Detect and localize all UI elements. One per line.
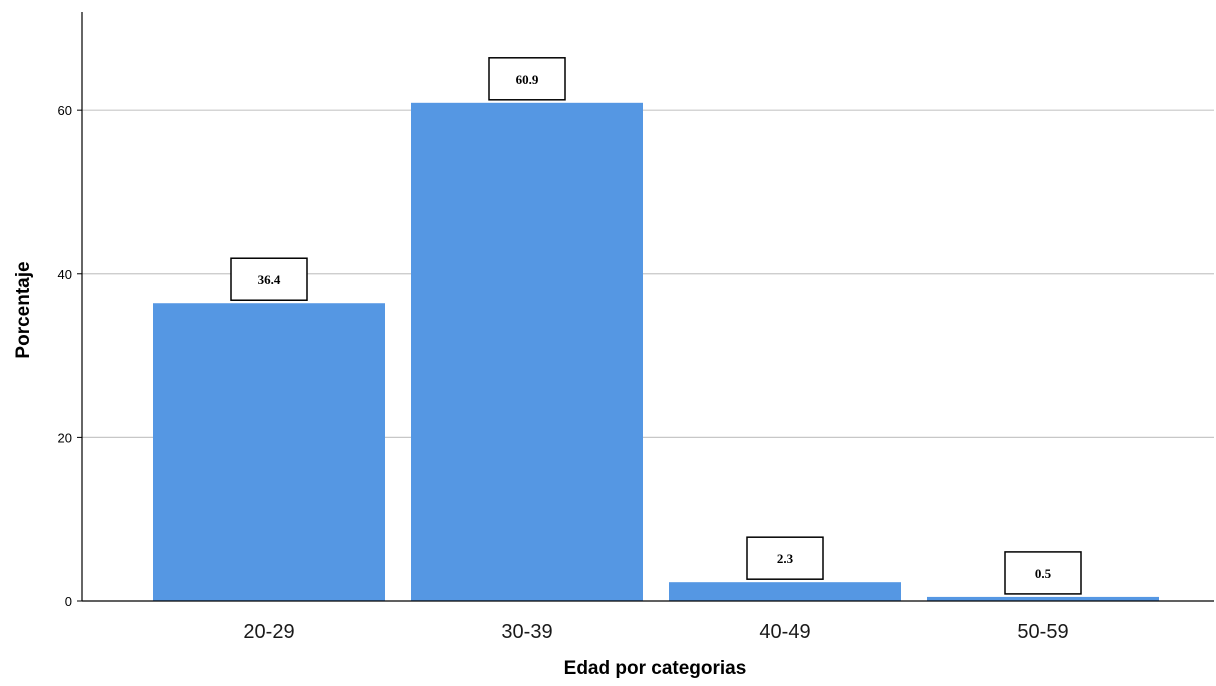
data-label-box-50-59 <box>1004 551 1082 595</box>
x-tick-label-30-39: 30-39 <box>501 621 552 643</box>
y-tick-label-40: 40 <box>58 267 72 282</box>
bars <box>153 102 1159 601</box>
bar-40-49 <box>669 582 901 601</box>
data-labels: 36.4 60.9 2.3 0.5 <box>230 57 1082 595</box>
y-axis-title: Porcentaje <box>13 261 34 358</box>
x-tick-label-40-49: 40-49 <box>759 621 810 643</box>
data-label-box-20-29 <box>230 257 308 301</box>
axes <box>77 12 1214 602</box>
data-label-40-49: 2.3 <box>777 551 794 566</box>
y-tick-label-0: 0 <box>65 594 72 609</box>
x-axis-title: Edad por categorias <box>564 658 747 679</box>
x-tick-label-20-29: 20-29 <box>243 621 294 643</box>
x-tick-labels: 20-29 30-39 40-49 50-59 <box>243 621 1068 643</box>
bar-30-39 <box>411 102 643 601</box>
data-label-50-59: 0.5 <box>1035 566 1052 581</box>
y-tick-label-20: 20 <box>58 430 72 445</box>
data-label-30-39: 60.9 <box>516 72 539 87</box>
data-label-20-29: 36.4 <box>258 272 281 287</box>
data-label-box-40-49 <box>746 536 824 580</box>
bar-50-59 <box>927 596 1159 601</box>
y-tick-label-60: 60 <box>58 103 72 118</box>
bar-20-29 <box>153 303 385 601</box>
x-tick-label-50-59: 50-59 <box>1017 621 1068 643</box>
data-label-box-30-39 <box>488 57 566 101</box>
y-tick-labels: 0 20 40 60 <box>58 103 72 609</box>
